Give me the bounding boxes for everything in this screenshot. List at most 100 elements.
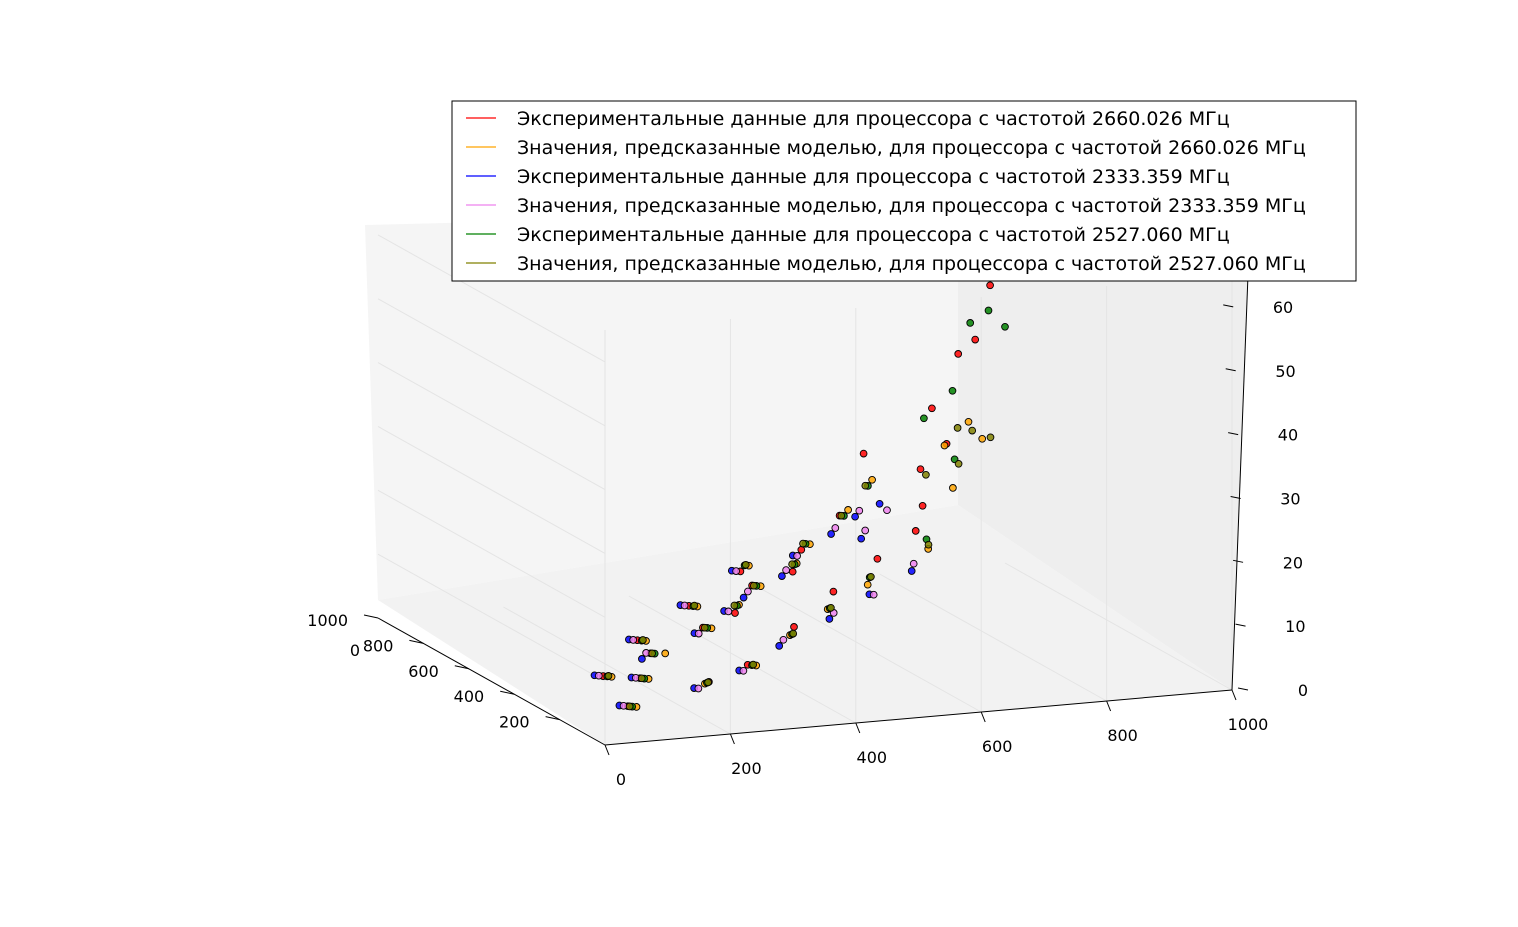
- legend-label-2: Значения, предсказанные моделью, для про…: [517, 137, 1306, 159]
- x-tick-mark: [454, 665, 469, 670]
- data-point: [827, 603, 835, 612]
- grid-lines: [377, 234, 1233, 746]
- x-tick-label: 1000: [307, 611, 348, 630]
- y-tick-label: 600: [982, 737, 1013, 756]
- legend-label-4: Значения, предсказанные моделью, для про…: [517, 195, 1306, 217]
- data-point: [704, 678, 712, 687]
- data-point: [867, 572, 875, 581]
- grid-line: [377, 489, 606, 618]
- data-point: [700, 623, 709, 632]
- axis-lines: [377, 274, 1249, 746]
- data-point: [739, 666, 748, 675]
- data-point: [918, 501, 927, 510]
- legend-entry-3: Экспериментальные данные для процессора …: [466, 166, 1230, 188]
- legend-entry-2: Значения, предсказанные моделью, для про…: [466, 137, 1306, 159]
- data-point: [648, 649, 656, 658]
- z-tick-mark: [1232, 559, 1244, 563]
- data-point: [949, 484, 957, 492]
- data-point: [954, 459, 963, 468]
- x-tick-label: 400: [454, 687, 485, 706]
- z-axis-line: [1231, 274, 1249, 691]
- y-axis-line: [604, 689, 1233, 746]
- data-point: [940, 441, 949, 450]
- data-point: [694, 629, 703, 638]
- series-6: [604, 424, 995, 711]
- z-tick-label: 40: [1278, 426, 1298, 445]
- data-point: [749, 660, 758, 669]
- legend-label-1: Экспериментальные данные для процессора …: [517, 108, 1230, 130]
- data-point: [749, 581, 758, 590]
- z-tick-label: 60: [1273, 298, 1293, 317]
- grid-line: [377, 298, 606, 427]
- data-point: [724, 607, 733, 616]
- data-point: [968, 426, 977, 435]
- data-point: [859, 449, 868, 458]
- x-tick-mark: [363, 614, 379, 619]
- grid-line: [377, 553, 606, 682]
- x-tick-label: 800: [363, 636, 394, 655]
- series-4: [594, 506, 918, 710]
- y-tick-mark: [980, 711, 986, 723]
- data-point: [948, 386, 957, 395]
- data-point: [799, 539, 807, 548]
- data-point: [831, 524, 840, 532]
- y-tick-mark: [729, 733, 735, 745]
- legend-entry-6: Значения, предсказанные моделью, для про…: [466, 253, 1306, 275]
- data-point: [789, 629, 798, 638]
- grid-line: [377, 234, 606, 363]
- z-tick-label: 50: [1275, 362, 1295, 381]
- data-point: [661, 649, 670, 658]
- legend-entry-1: Экспериментальные данные для процессора …: [466, 108, 1230, 130]
- data-point: [594, 671, 603, 680]
- data-point: [793, 552, 801, 560]
- y-tick-label: 400: [857, 748, 888, 767]
- data-point: [638, 655, 646, 663]
- grid-line: [753, 584, 982, 713]
- legend-box: [451, 100, 1357, 282]
- data-point: [778, 572, 786, 580]
- z-tick-mark: [1235, 623, 1246, 627]
- data-point: [857, 534, 866, 543]
- y-tick-mark: [855, 722, 861, 734]
- data-point: [875, 499, 884, 508]
- data-point: [790, 623, 798, 631]
- data-point: [924, 540, 933, 549]
- y-tick-label: 800: [1107, 726, 1138, 745]
- data-point: [964, 417, 973, 426]
- grid-line: [377, 426, 606, 554]
- legend-label-6: Значения, предсказанные моделью, для про…: [517, 253, 1306, 275]
- data-point: [829, 587, 838, 596]
- data-point: [966, 319, 975, 327]
- z-tick-label: 0: [1298, 681, 1308, 700]
- data-point: [827, 530, 835, 538]
- data-point: [855, 506, 864, 515]
- data-point: [744, 587, 752, 596]
- legend-entry-5: Экспериментальные данные для процессора …: [466, 224, 1230, 246]
- grid-line: [628, 595, 857, 724]
- data-point: [920, 414, 928, 423]
- data-point: [953, 424, 962, 432]
- data-point: [775, 642, 784, 650]
- data-point: [911, 527, 920, 535]
- axis-ticks: 2004006008001000020040060080010000102030…: [307, 298, 1308, 789]
- axis-corner-label: 0: [350, 641, 360, 660]
- x-tick-mark: [500, 690, 515, 695]
- data-point: [629, 636, 638, 644]
- back-right-pane: [958, 210, 1248, 690]
- legend: Экспериментальные данные для процессора …: [451, 100, 1357, 282]
- data-point: [909, 559, 918, 568]
- data-point: [637, 674, 646, 683]
- data-point: [788, 567, 797, 576]
- data-point: [928, 404, 936, 413]
- data-point: [731, 609, 739, 617]
- data-point: [922, 470, 930, 479]
- data-point: [782, 566, 790, 574]
- grid-line: [1004, 562, 1233, 691]
- data-point: [861, 481, 870, 490]
- data-point: [739, 593, 748, 602]
- data-point: [851, 512, 859, 521]
- data-point: [869, 590, 878, 599]
- data-point: [837, 511, 846, 520]
- grid-line: [503, 606, 731, 735]
- z-tick-mark: [1237, 687, 1249, 691]
